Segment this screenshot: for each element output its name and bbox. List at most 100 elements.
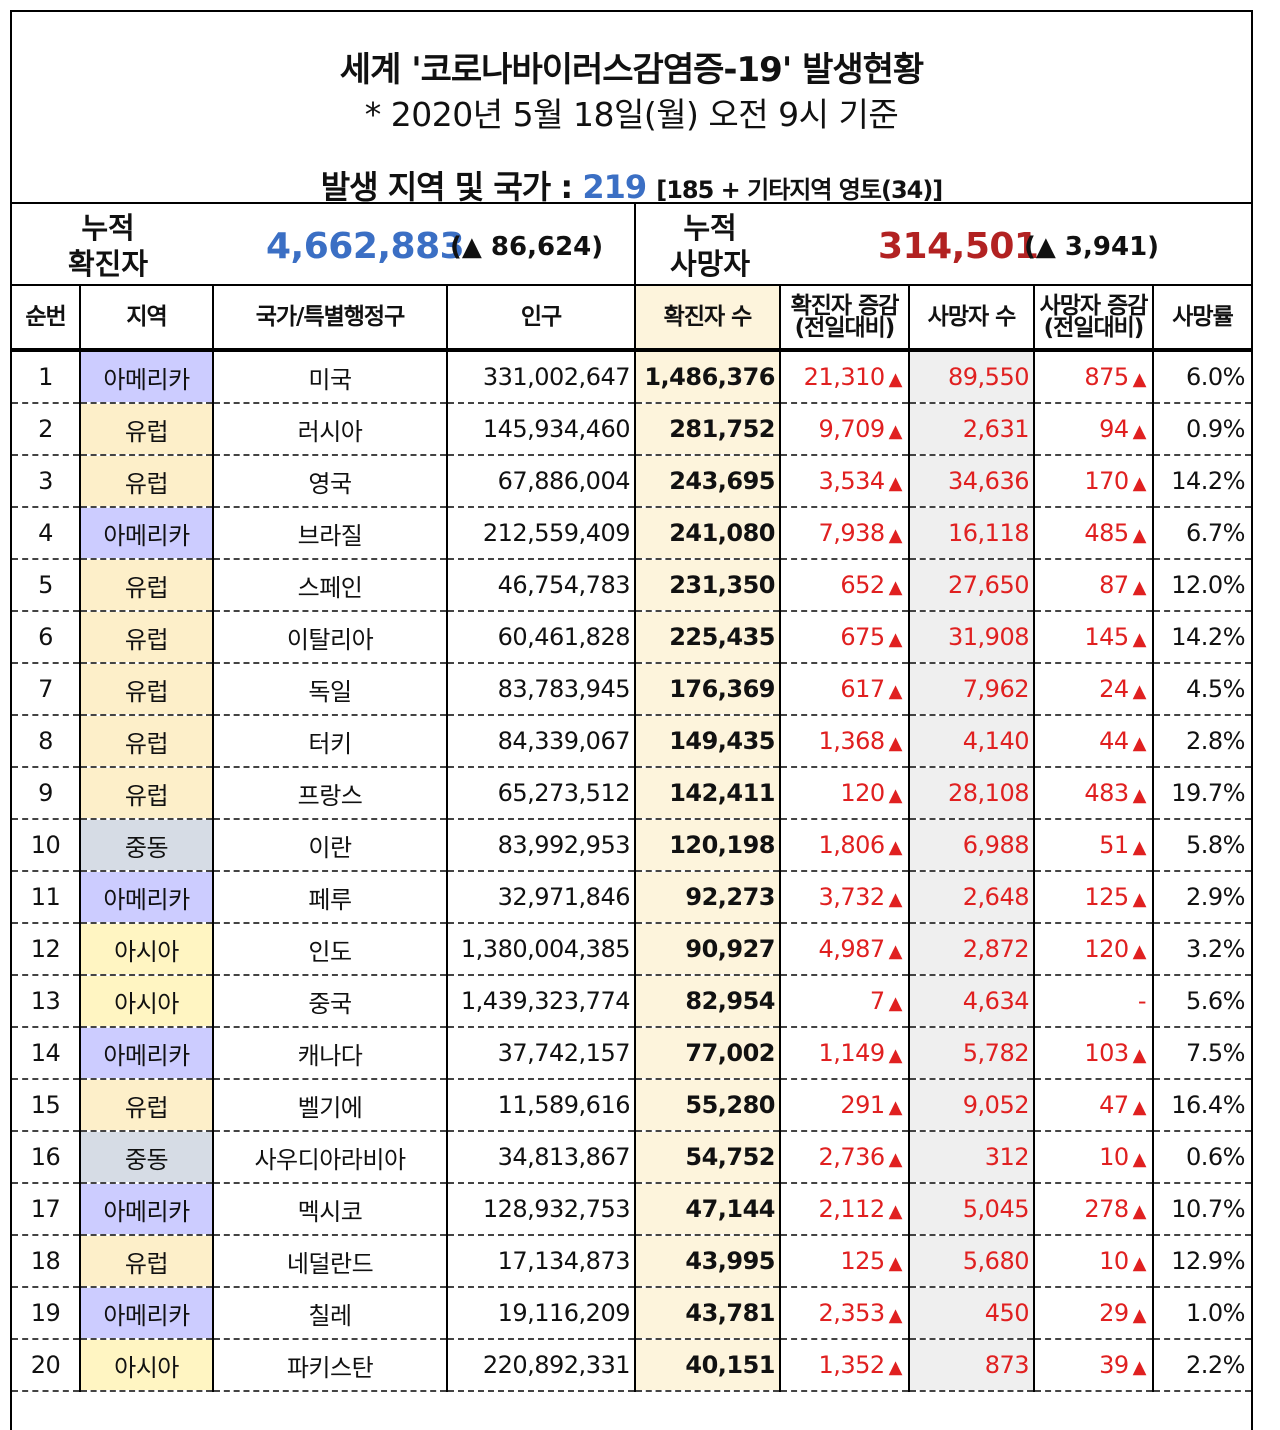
rate-cell: 6.0% [1153, 350, 1251, 404]
up-triangle-icon: ▲ [888, 941, 903, 962]
region-cell: 유럽 [80, 559, 214, 612]
rate-cell: 12.9% [1153, 1235, 1251, 1288]
up-triangle-icon: ▲ [1132, 681, 1147, 702]
table-row: 2 유럽 러시아 145,934,460 281,752 9,709 ▲ 2,631 94 ▲ 0.… [12, 403, 1251, 456]
table-row: 12 아시아 인도 1,380,004,385 90,927 4,987 ▲ 2,872 120… [12, 923, 1251, 976]
regions-line: 발생 지역 및 국가 : 219 [185 + 기타지역 영토(34)] [12, 162, 1251, 208]
table-row: 11 아메리카 페루 32,971,846 92,273 3,732 ▲ 2,648 125 ▲ 2… [12, 871, 1251, 924]
population-cell: 46,754,783 [447, 559, 636, 612]
table-row: 3 유럽 영국 67,886,004 243,695 3,534 ▲ 34,636 170 ▲ 14… [12, 455, 1251, 508]
header-deaths-increase: 사망자 증감 (전일대비) [1034, 286, 1154, 352]
cases-cell: 243,695 [635, 455, 781, 508]
country-cell: 네덜란드 [213, 1235, 448, 1288]
country-cell: 미국 [213, 350, 448, 404]
region-cell: 아시아 [80, 1339, 214, 1392]
cases-increase-cell: 3,732 ▲ [780, 871, 910, 924]
regions-detail: [185 + 기타지역 영토(34)] [656, 176, 943, 204]
table-row: 18 유럽 네덜란드 17,134,873 43,995 125 ▲ 5,680 10 ▲ 12.9… [12, 1235, 1251, 1288]
country-table: 순번 지역 국가/특별행정구 인구 확진자 수 확진자 증감 (전일대비) 사망자… [12, 286, 1251, 1392]
country-cell: 브라질 [213, 507, 448, 560]
rate-cell: 5.6% [1153, 975, 1251, 1028]
rate-cell: 12.0% [1153, 559, 1251, 612]
up-triangle-icon: ▲ [1132, 941, 1147, 962]
up-triangle-icon: ▲ [1132, 1201, 1147, 1222]
cases-increase-cell: 7,938 ▲ [780, 507, 910, 560]
deaths-increase-cell: 120 ▲ [1034, 923, 1154, 976]
population-cell: 212,559,409 [447, 507, 636, 560]
rate-cell: 16.4% [1153, 1079, 1251, 1132]
cases-summary-label: 누적 확진자 [67, 211, 149, 281]
up-triangle-icon: ▲ [1132, 473, 1147, 494]
region-cell: 아메리카 [80, 1183, 214, 1236]
cases-increase: (▲ 86,624) [450, 232, 604, 262]
region-cell: 유럽 [80, 1079, 214, 1132]
table-row: 9 유럽 프랑스 65,273,512 142,411 120 ▲ 28,108 483 ▲ 19.… [12, 767, 1251, 820]
up-triangle-icon: ▲ [888, 577, 903, 598]
region-cell: 아시아 [80, 975, 214, 1028]
deaths-increase-cell: 47 ▲ [1034, 1079, 1154, 1132]
deaths-increase-cell: 44 ▲ [1034, 715, 1154, 768]
cases-increase-cell: 7 ▲ [780, 975, 910, 1028]
cases-total: 4,662,883 [266, 226, 465, 267]
deaths-cell: 6,988 [909, 819, 1035, 872]
country-cell: 벨기에 [213, 1079, 448, 1132]
cases-cell: 82,954 [635, 975, 781, 1028]
deaths-increase-cell: 278 ▲ [1034, 1183, 1154, 1236]
cases-cell: 231,350 [635, 559, 781, 612]
population-cell: 17,134,873 [447, 1235, 636, 1288]
table-row: 4 아메리카 브라질 212,559,409 241,080 7,938 ▲ 16,118 48… [12, 507, 1251, 560]
up-triangle-icon: ▲ [1132, 1045, 1147, 1066]
country-cell: 캐나다 [213, 1027, 448, 1080]
rate-cell: 6.7% [1153, 507, 1251, 560]
table-row: 7 유럽 독일 83,783,945 176,369 617 ▲ 7,962 24 ▲ 4.5% [12, 663, 1251, 716]
deaths-increase-cell: 24 ▲ [1034, 663, 1154, 716]
rate-cell: 2.8% [1153, 715, 1251, 768]
population-cell: 65,273,512 [447, 767, 636, 820]
table-row: 17 아메리카 멕시코 128,932,753 47,144 2,112 ▲ 5,045 278… [12, 1183, 1251, 1236]
deaths-increase-cell: 29 ▲ [1034, 1287, 1154, 1340]
header-population: 인구 [447, 286, 636, 352]
cases-increase-cell: 3,534 ▲ [780, 455, 910, 508]
cases-increase-cell: 4,987 ▲ [780, 923, 910, 976]
up-triangle-icon: ▲ [1132, 1253, 1147, 1274]
up-triangle-icon: ▲ [1132, 837, 1147, 858]
country-cell: 스페인 [213, 559, 448, 612]
population-cell: 331,002,647 [447, 350, 636, 404]
region-cell: 유럽 [80, 611, 214, 664]
country-cell: 영국 [213, 455, 448, 508]
cases-cell: 92,273 [635, 871, 781, 924]
rate-cell: 3.2% [1153, 923, 1251, 976]
rank-cell: 5 [12, 559, 81, 612]
up-triangle-icon: ▲ [888, 525, 903, 546]
deaths-increase-cell: 875 ▲ [1034, 350, 1154, 404]
deaths-cell: 5,045 [909, 1183, 1035, 1236]
deaths-cell: 28,108 [909, 767, 1035, 820]
rank-cell: 6 [12, 611, 81, 664]
up-triangle-icon: ▲ [888, 1201, 903, 1222]
deaths-cell: 450 [909, 1287, 1035, 1340]
region-cell: 중동 [80, 819, 214, 872]
up-triangle-icon: ▲ [1132, 1149, 1147, 1170]
regions-count: 219 [582, 168, 647, 206]
region-cell: 아메리카 [80, 1027, 214, 1080]
rate-cell: 0.6% [1153, 1131, 1251, 1184]
rank-cell: 19 [12, 1287, 81, 1340]
up-triangle-icon: ▲ [1132, 1097, 1147, 1118]
rank-cell: 17 [12, 1183, 81, 1236]
region-cell: 아메리카 [80, 350, 214, 404]
rank-cell: 11 [12, 871, 81, 924]
rate-cell: 19.7% [1153, 767, 1251, 820]
summary-divider [634, 204, 636, 286]
deaths-increase-cell: 10 ▲ [1034, 1235, 1154, 1288]
rank-cell: 9 [12, 767, 81, 820]
cases-increase-cell: 120 ▲ [780, 767, 910, 820]
table-row: 6 유럽 이탈리아 60,461,828 225,435 675 ▲ 31,908 145 ▲ 14… [12, 611, 1251, 664]
deaths-cell: 2,648 [909, 871, 1035, 924]
deaths-total: 314,501 [878, 226, 1039, 267]
up-triangle-icon: ▲ [888, 1253, 903, 1274]
report-title: 세계 '코로나바이러스감염증-19' 발생현황 [339, 50, 924, 90]
country-cell: 파키스탄 [213, 1339, 448, 1392]
deaths-cell: 4,634 [909, 975, 1035, 1028]
up-triangle-icon: ▲ [1132, 1305, 1147, 1326]
report-subtitle: * 2020년 5월 18일(월) 오전 9시 기준 [364, 95, 899, 134]
